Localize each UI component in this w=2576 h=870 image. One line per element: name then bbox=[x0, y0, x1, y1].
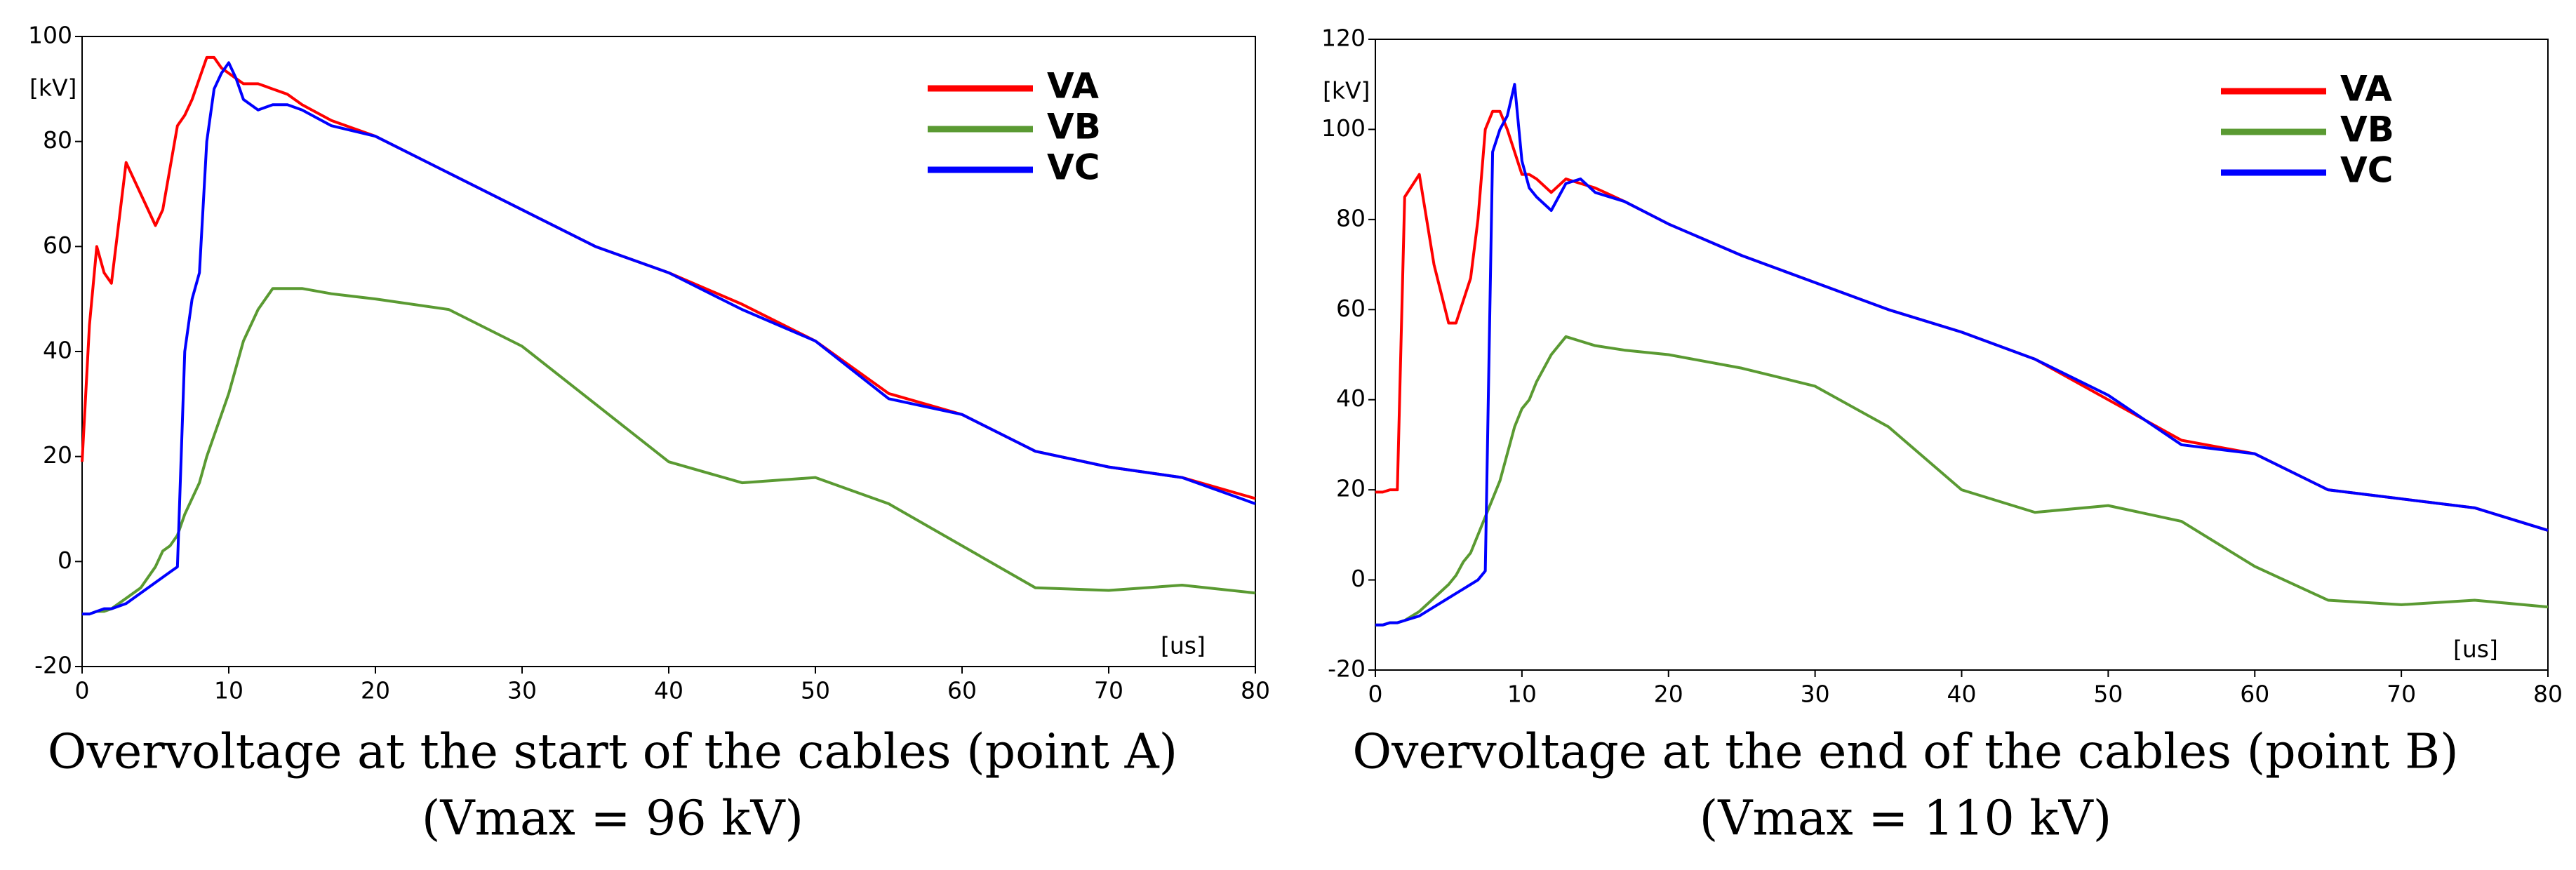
y-tick-label: -20 bbox=[34, 652, 72, 679]
y-tick-label: 40 bbox=[43, 337, 72, 364]
x-tick-label: 50 bbox=[2093, 681, 2123, 708]
x-tick-label: 20 bbox=[1654, 681, 1683, 708]
y-tick-label: -20 bbox=[1328, 655, 1366, 683]
x-tick-label: 50 bbox=[801, 677, 830, 704]
legend-label: VC bbox=[1047, 147, 1100, 188]
x-tick-label: 10 bbox=[1507, 681, 1537, 708]
legend-label: VA bbox=[2340, 69, 2392, 109]
x-tick-label: 0 bbox=[75, 677, 90, 704]
x-tick-label: 70 bbox=[2387, 681, 2416, 708]
x-tick-label: 60 bbox=[947, 677, 977, 704]
y-axis-label: [kV] bbox=[1323, 77, 1370, 105]
x-tick-label: 40 bbox=[654, 677, 683, 704]
x-axis-label: [us] bbox=[2453, 636, 2498, 663]
y-tick-label: 100 bbox=[28, 22, 72, 49]
y-tick-label: 80 bbox=[43, 126, 72, 154]
y-tick-label: 100 bbox=[1321, 114, 1366, 142]
legend-label: VB bbox=[1047, 107, 1101, 147]
legend-label: VA bbox=[1047, 66, 1099, 107]
x-tick-label: 80 bbox=[2533, 681, 2563, 708]
legend-label: VB bbox=[2340, 109, 2394, 150]
y-tick-label: 40 bbox=[1336, 384, 1366, 412]
chart-title: Overvoltage at the end of the cables (po… bbox=[1352, 725, 2458, 780]
y-tick-label: 0 bbox=[58, 547, 72, 574]
y-axis-label: [kV] bbox=[29, 74, 76, 102]
x-tick-label: 40 bbox=[1947, 681, 1977, 708]
series-line bbox=[82, 61, 1256, 616]
series-line bbox=[1375, 109, 2549, 532]
x-tick-label: 20 bbox=[361, 677, 390, 704]
x-axis-label: [us] bbox=[1161, 632, 1206, 660]
x-tick-label: 60 bbox=[2240, 681, 2269, 708]
y-tick-label: 20 bbox=[43, 441, 72, 469]
x-tick-label: 30 bbox=[1801, 681, 1830, 708]
y-tick-label: 80 bbox=[1336, 204, 1366, 232]
series-line bbox=[82, 287, 1256, 616]
chart-title: Overvoltage at the start of the cables (… bbox=[48, 725, 1177, 780]
x-tick-label: 30 bbox=[507, 677, 537, 704]
legend-label: VC bbox=[2340, 150, 2393, 191]
x-tick-label: 0 bbox=[1368, 681, 1383, 708]
y-tick-label: 0 bbox=[1351, 565, 1366, 592]
series-line bbox=[1375, 83, 2549, 627]
series-line bbox=[1375, 335, 2549, 627]
chart-subtitle: (Vmax = 96 kV) bbox=[422, 791, 803, 847]
y-tick-label: 20 bbox=[1336, 475, 1366, 502]
x-tick-label: 80 bbox=[1241, 677, 1270, 704]
y-tick-label: 60 bbox=[1336, 295, 1366, 322]
y-tick-label: 60 bbox=[43, 232, 72, 259]
y-tick-label: 120 bbox=[1321, 25, 1366, 52]
chart-subtitle: (Vmax = 110 kV) bbox=[1700, 791, 2111, 847]
x-tick-label: 70 bbox=[1094, 677, 1123, 704]
x-tick-label: 10 bbox=[214, 677, 243, 704]
